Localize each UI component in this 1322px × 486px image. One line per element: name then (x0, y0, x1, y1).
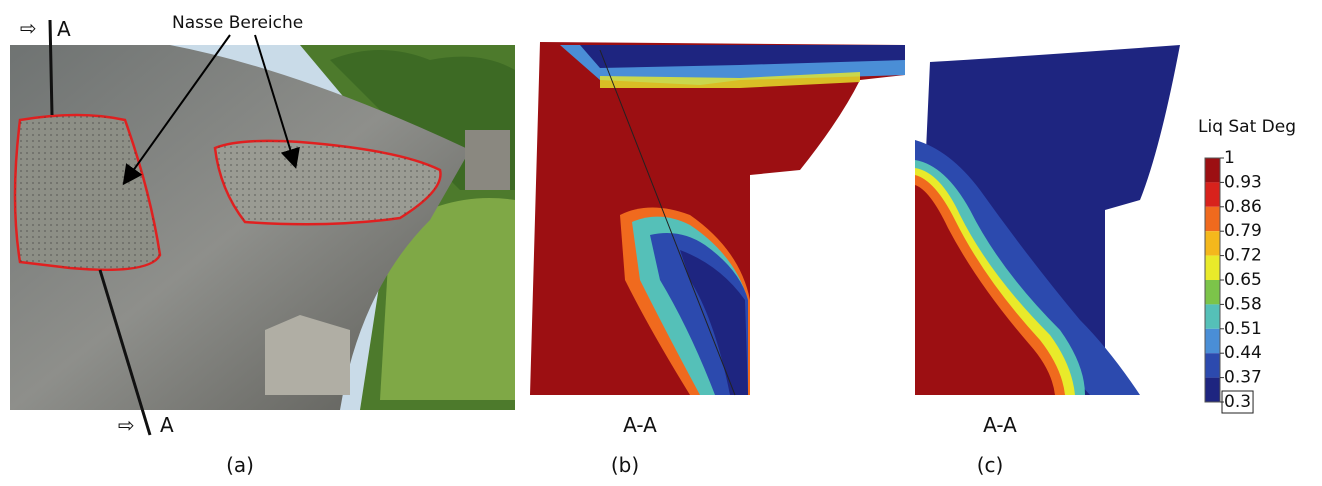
section-label: A-A (983, 413, 1017, 437)
color-band (1205, 256, 1220, 280)
contour-plot (915, 45, 1180, 395)
colorbar-tick-label: 0.79 (1224, 221, 1262, 241)
arrow-symbol: ⇨ (20, 16, 37, 40)
colorbar-tick-label: 0.86 (1224, 197, 1262, 217)
colorbar-tick-label: 0.72 (1224, 246, 1262, 266)
color-band (1205, 329, 1220, 353)
figure: ⇨ ⇨ A A Nasse Bereiche A-A (b) A-A (a) (… (0, 0, 1322, 482)
colorbar-tick-label: 0.58 (1224, 294, 1262, 314)
section-marker: A (57, 17, 71, 41)
arrow-symbol: ⇨ (118, 413, 135, 437)
annotation: Nasse Bereiche (172, 13, 303, 33)
color-band (1205, 304, 1220, 328)
colorbar-tick-label: 0.37 (1224, 368, 1262, 388)
caption: (a) (226, 453, 254, 477)
color-band (1205, 182, 1220, 206)
color-band (1205, 158, 1220, 182)
colorbar: 1 0.93 0.86 0.79 0.72 0.65 0.58 0.51 0.44 0.37 0.3 (1205, 148, 1262, 413)
section-label: A-A (623, 413, 657, 437)
colorbar-title: Liq Sat Deg (1198, 117, 1296, 137)
colorbar-tick-label: 0.65 (1224, 270, 1262, 290)
colorbar-tick-label: 0.44 (1224, 343, 1262, 363)
colorbar-tick-label: 1 (1224, 148, 1235, 168)
color-band (1205, 231, 1220, 255)
section-marker: A (160, 413, 174, 437)
colorbar-tick-label: 0.93 (1224, 172, 1262, 192)
color-band (1205, 378, 1220, 402)
photo: ⇨ ⇨ (10, 16, 515, 437)
caption: (b) (611, 453, 639, 477)
color-band (1205, 353, 1220, 377)
contour-plot (530, 42, 905, 395)
color-band (1205, 207, 1220, 231)
color-band (1205, 280, 1220, 304)
colorbar-tick-label: 0.51 (1224, 319, 1262, 339)
caption: (c) (977, 453, 1004, 477)
colorbar-tick-label: 0.3 (1224, 392, 1251, 412)
